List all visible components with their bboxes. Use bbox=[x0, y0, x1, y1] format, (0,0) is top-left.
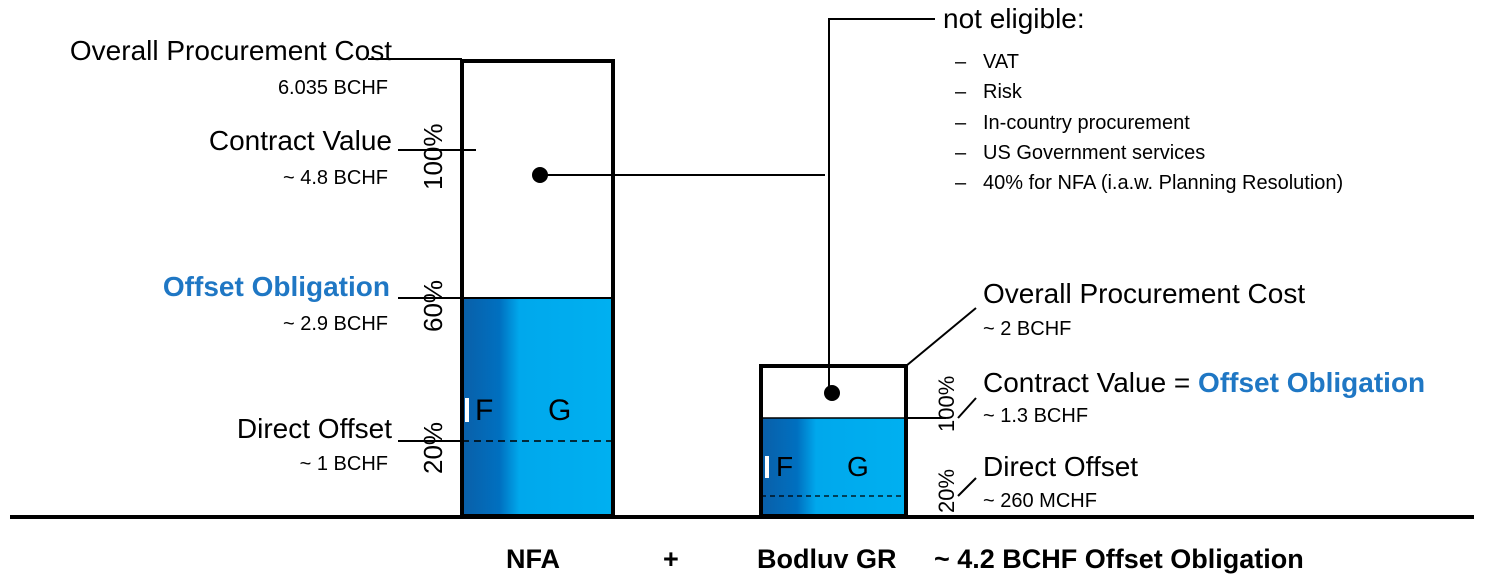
nfa-pct-60: 60% bbox=[418, 280, 448, 332]
nfa-not-eligible-dot bbox=[532, 167, 548, 183]
bodluv-direct-offset-label: Direct Offset bbox=[983, 451, 1138, 482]
bodluv-bar: I F G bbox=[759, 364, 908, 518]
bodluv-overall-cost-label: Overall Procurement Cost bbox=[983, 278, 1305, 309]
footer-bodluv: Bodluv GR bbox=[757, 544, 897, 574]
not-eligible-item: Risk bbox=[983, 81, 1023, 103]
bodluv-segment-i-label: I bbox=[765, 451, 773, 482]
bodluv-pct-100: 100% bbox=[934, 376, 959, 432]
nfa-overall-cost-value: 6.035 BCHF bbox=[278, 77, 388, 99]
bodluv-contract-value-value: ~ 1.3 BCHF bbox=[983, 405, 1088, 427]
not-eligible-item: VAT bbox=[983, 51, 1019, 73]
nfa-overall-cost-label: Overall Procurement Cost bbox=[70, 35, 392, 66]
not-eligible-dash: – bbox=[955, 112, 967, 134]
bodluv-segment-f-label: F bbox=[776, 451, 793, 482]
not-eligible-item: US Government services bbox=[983, 142, 1205, 164]
not-eligible-list: – VAT – Risk – In-country procurement – … bbox=[955, 51, 1343, 194]
footer: NFA + Bodluv GR ~ 4.2 BCHF Offset Obliga… bbox=[506, 544, 1304, 574]
nfa-direct-offset-label: Direct Offset bbox=[237, 413, 392, 444]
bodluv-leaders bbox=[905, 307, 977, 497]
nfa-pct-20: 20% bbox=[418, 422, 448, 474]
nfa-leaders bbox=[368, 58, 476, 442]
bodluv-direct-offset-value: ~ 260 MCHF bbox=[983, 490, 1097, 512]
nfa-contract-value-value: ~ 4.8 BCHF bbox=[283, 167, 388, 189]
not-eligible-connector bbox=[540, 18, 935, 389]
nfa-contract-value-label: Contract Value bbox=[209, 125, 392, 156]
not-eligible-title: not eligible: bbox=[943, 3, 1085, 34]
nfa-segment-i-marker bbox=[465, 398, 469, 422]
nfa-direct-offset-value: ~ 1 BCHF bbox=[300, 453, 388, 475]
bodluv-offset-fill bbox=[761, 418, 906, 516]
not-eligible-dash: – bbox=[955, 142, 967, 164]
not-eligible-item: 40% for NFA (i.a.w. Planning Resolution) bbox=[983, 172, 1343, 194]
not-eligible-dash: – bbox=[955, 51, 967, 73]
nfa-segment-f-label: F bbox=[475, 394, 493, 427]
bodluv-segment-g-label: G bbox=[847, 451, 869, 482]
footer-total: ~ 4.2 BCHF Offset Obligation bbox=[934, 544, 1304, 574]
footer-nfa: NFA bbox=[506, 544, 560, 574]
bodluv-contract-value-label: Contract Value = Offset Obligation bbox=[983, 367, 1425, 398]
bodluv-segment-i-marker bbox=[765, 456, 769, 478]
bodluv-overall-cost-value: ~ 2 BCHF bbox=[983, 318, 1071, 340]
bodluv-not-eligible-dot bbox=[824, 385, 840, 401]
nfa-offset-obligation-value: ~ 2.9 BCHF bbox=[283, 313, 388, 335]
nfa-segment-i-label: I bbox=[465, 394, 473, 427]
nfa-segment-g-label: G bbox=[548, 394, 571, 427]
not-eligible-item: In-country procurement bbox=[983, 112, 1190, 134]
nfa-bar: I F G bbox=[460, 59, 615, 518]
bodluv-contract-value-prefix: Contract Value = bbox=[983, 367, 1198, 398]
nfa-pct-100: 100% bbox=[418, 124, 448, 191]
nfa-offset-fill bbox=[462, 298, 613, 516]
bodluv-offset-obligation-label: Offset Obligation bbox=[1198, 367, 1425, 398]
not-eligible-dash: – bbox=[955, 81, 967, 103]
bodluv-pct-20: 20% bbox=[934, 469, 959, 513]
not-eligible-dash: – bbox=[955, 172, 967, 194]
nfa-offset-obligation-label: Offset Obligation bbox=[163, 271, 390, 302]
footer-plus: + bbox=[663, 544, 679, 574]
